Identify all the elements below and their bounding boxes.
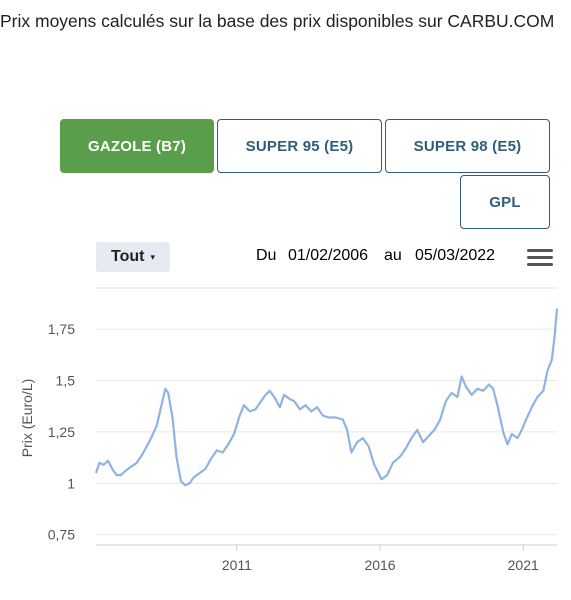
tab-super-95[interactable]: SUPER 95 (E5) bbox=[217, 119, 382, 173]
range-selector-button[interactable]: Tout ▾ bbox=[96, 242, 170, 272]
y-tick-label: 1 bbox=[67, 475, 75, 491]
y-axis-title: Prix (Euro/L) bbox=[19, 379, 35, 458]
date-from-input[interactable]: 01/02/2006 bbox=[288, 247, 369, 264]
y-tick-label: 0,75 bbox=[48, 527, 75, 543]
x-tick-label: 2021 bbox=[508, 557, 539, 573]
series-line bbox=[94, 308, 559, 487]
tab-gpl[interactable]: GPL bbox=[460, 175, 550, 229]
tab-gazole[interactable]: GAZOLE (B7) bbox=[60, 119, 214, 173]
x-tick-label: 2016 bbox=[364, 557, 395, 573]
x-tick-label: 2011 bbox=[222, 557, 252, 573]
hamburger-menu-icon[interactable] bbox=[527, 249, 553, 267]
date-from-label: Du bbox=[256, 247, 277, 264]
caret-down-icon: ▾ bbox=[150, 251, 155, 262]
y-tick-label: 1,25 bbox=[48, 424, 75, 440]
date-to-input[interactable]: 05/03/2022 bbox=[415, 247, 496, 264]
range-selector-label: Tout bbox=[111, 248, 145, 265]
y-tick-label: 1,75 bbox=[48, 321, 75, 337]
intro-text: Prix moyens calculés sur la base des pri… bbox=[0, 11, 555, 31]
date-to-label: au bbox=[384, 247, 402, 264]
y-tick-label: 1,5 bbox=[56, 373, 76, 389]
tab-super-98[interactable]: SUPER 98 (E5) bbox=[385, 119, 550, 173]
